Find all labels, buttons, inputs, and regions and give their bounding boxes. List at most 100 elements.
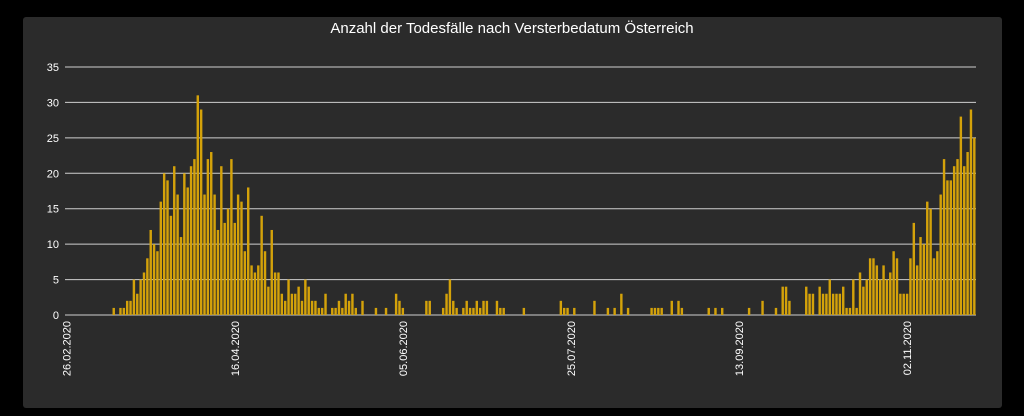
bar (889, 272, 892, 315)
bar (425, 300, 428, 315)
bar (394, 293, 398, 315)
y-tick-label: 5 (53, 275, 59, 287)
bar (320, 307, 324, 315)
bar (465, 300, 468, 315)
chart-panel (23, 17, 1002, 408)
bar (909, 258, 912, 315)
bar (677, 300, 680, 315)
bar (283, 300, 287, 315)
bar (401, 307, 405, 315)
bar (912, 222, 916, 315)
bar (811, 293, 815, 315)
y-tick-label: 25 (47, 133, 59, 145)
bar (344, 293, 347, 315)
bar (452, 300, 455, 315)
bar (290, 293, 294, 315)
bar (166, 180, 169, 315)
bar (270, 229, 273, 315)
bar (573, 307, 576, 315)
bar (236, 194, 240, 315)
chart-title: Anzahl der Todesfälle nach Versterbedatu… (330, 20, 694, 37)
bar (324, 293, 327, 315)
bar (297, 286, 300, 315)
bar (448, 279, 452, 315)
bar (959, 116, 963, 315)
bar (125, 300, 129, 315)
bar (657, 307, 660, 315)
bar (176, 194, 179, 315)
bar (973, 137, 976, 315)
bar (818, 286, 821, 315)
bar (310, 300, 314, 315)
bar (838, 293, 842, 315)
bar (805, 286, 808, 315)
bar (129, 300, 132, 315)
bar (626, 307, 630, 315)
bar (858, 272, 862, 315)
bar (821, 293, 825, 315)
bar (334, 307, 337, 315)
bar (243, 251, 247, 315)
x-tick-label: 25.07.2020 (566, 321, 578, 376)
bar (559, 300, 563, 315)
bar (146, 258, 149, 315)
bar (230, 159, 233, 315)
bar (926, 201, 929, 315)
bar (875, 265, 879, 315)
bar (179, 237, 183, 315)
bar (606, 307, 610, 315)
x-tick-label: 05.06.2020 (398, 321, 410, 376)
bar (902, 293, 905, 315)
bar (374, 307, 378, 315)
bar (263, 251, 267, 315)
bar (331, 307, 334, 315)
bar (156, 251, 159, 315)
bar (747, 307, 751, 315)
bar (714, 307, 717, 315)
bar (781, 286, 784, 315)
bar (952, 166, 956, 315)
bar (929, 208, 932, 315)
bar (707, 307, 710, 315)
bar (956, 159, 959, 315)
bar (915, 265, 919, 315)
bar (317, 307, 321, 315)
bar (132, 279, 136, 315)
bar (240, 201, 243, 315)
bar (969, 109, 973, 315)
bar (835, 293, 838, 315)
bar (169, 215, 173, 315)
bar (865, 279, 868, 315)
bar (199, 109, 203, 315)
bar (878, 279, 882, 315)
bar (468, 307, 472, 315)
bar (566, 307, 569, 315)
bar (963, 166, 966, 315)
bar (482, 300, 485, 315)
bar (162, 173, 166, 315)
bar (720, 307, 724, 315)
x-axis-ticks: 26.02.2020 16.04.2020 05.06.2020 25.07.2020… (62, 321, 914, 376)
bar (855, 307, 858, 315)
y-tick-label: 0 (53, 310, 59, 322)
bar (808, 293, 811, 315)
bar (499, 307, 502, 315)
bar (384, 307, 388, 315)
bar (522, 307, 526, 315)
bar (351, 293, 354, 315)
bar (946, 180, 949, 315)
bar (613, 307, 616, 315)
bar (825, 293, 828, 315)
bar (304, 279, 307, 315)
bar (462, 307, 465, 315)
y-tick-label: 10 (47, 239, 59, 251)
bar (257, 265, 260, 315)
bar (280, 293, 284, 315)
x-tick-label: 26.02.2020 (62, 321, 74, 376)
bar (949, 180, 952, 315)
bar (341, 307, 344, 315)
y-axis-ticks: 0 5 10 15 20 25 30 35 (47, 62, 59, 322)
bar (260, 215, 263, 315)
bar (398, 300, 401, 315)
